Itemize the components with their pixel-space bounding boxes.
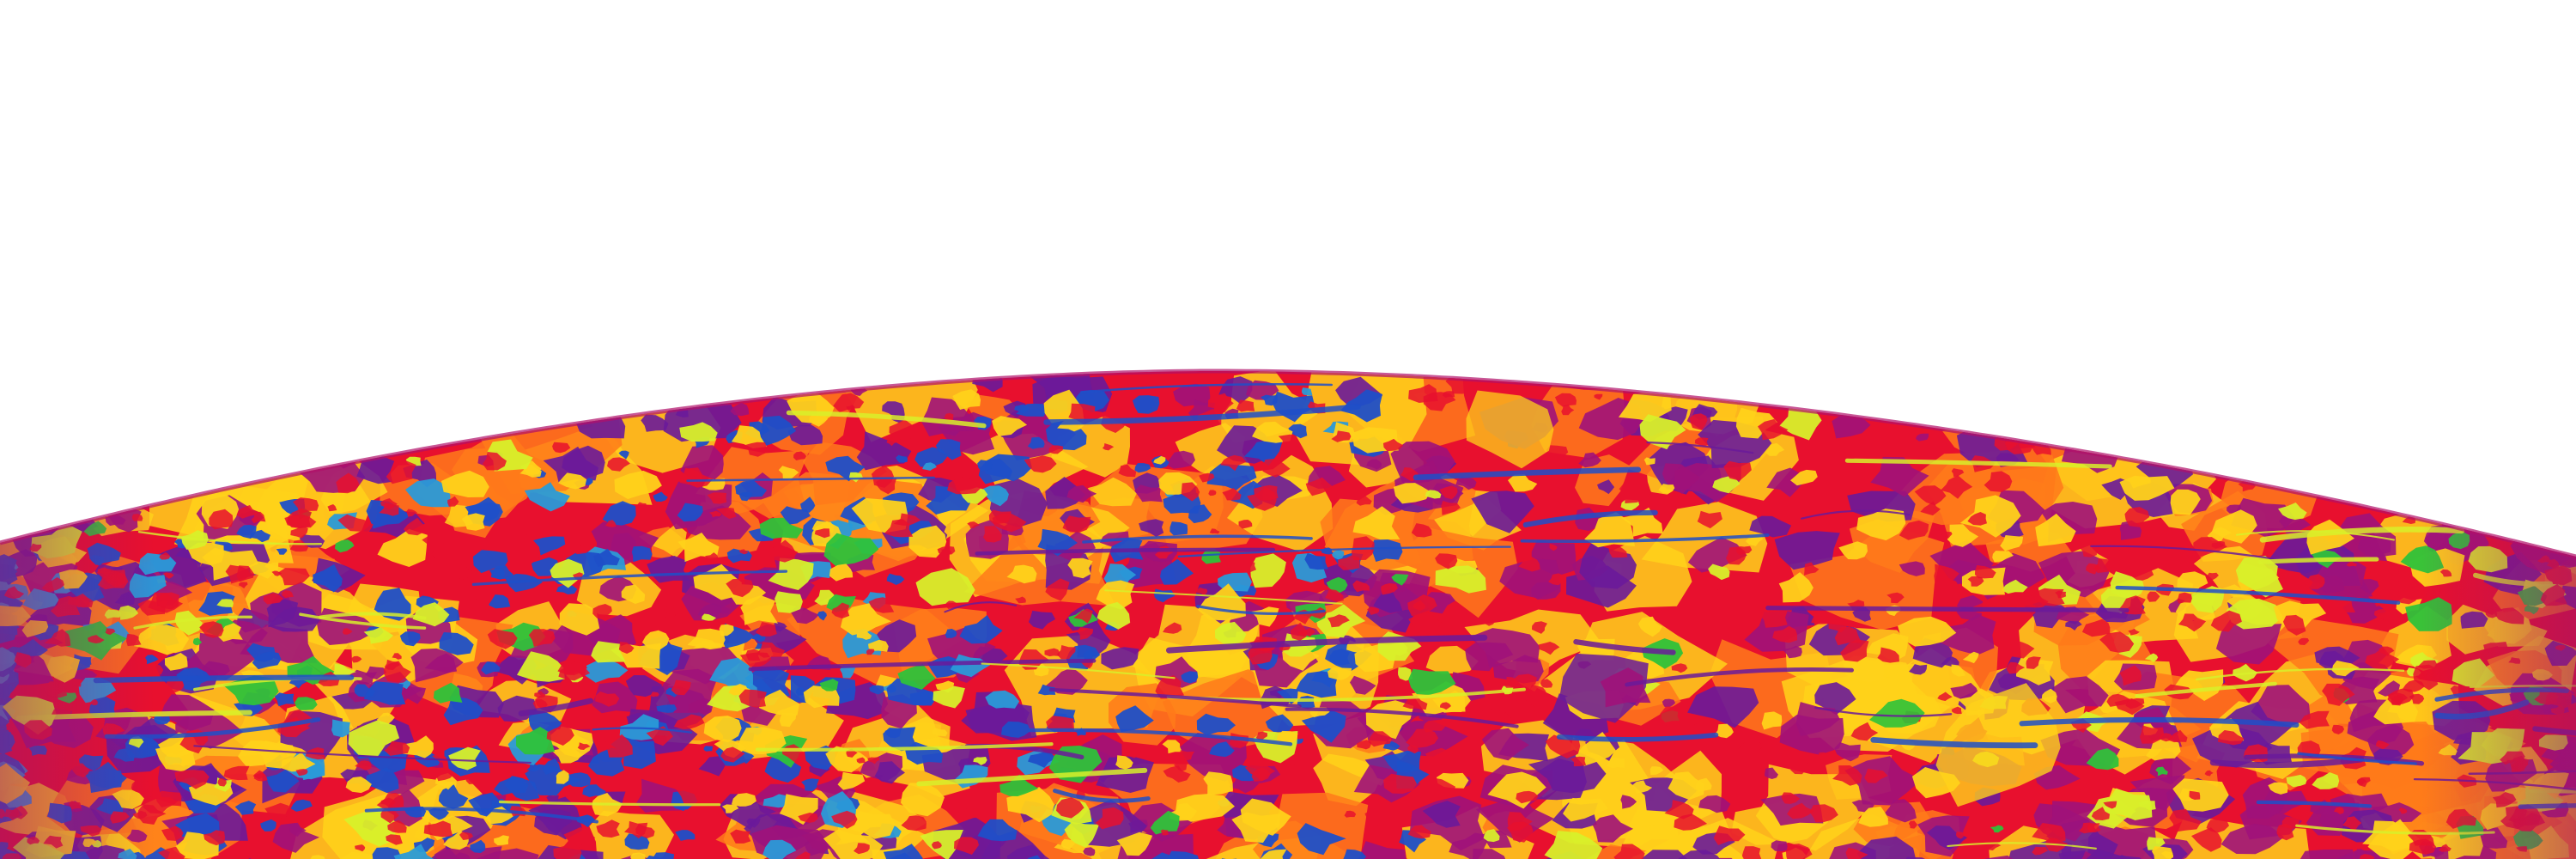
dome-top-edge <box>0 369 2576 559</box>
